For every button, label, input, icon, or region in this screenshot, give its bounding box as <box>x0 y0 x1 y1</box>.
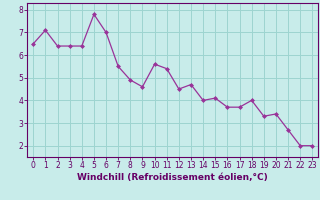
X-axis label: Windchill (Refroidissement éolien,°C): Windchill (Refroidissement éolien,°C) <box>77 173 268 182</box>
